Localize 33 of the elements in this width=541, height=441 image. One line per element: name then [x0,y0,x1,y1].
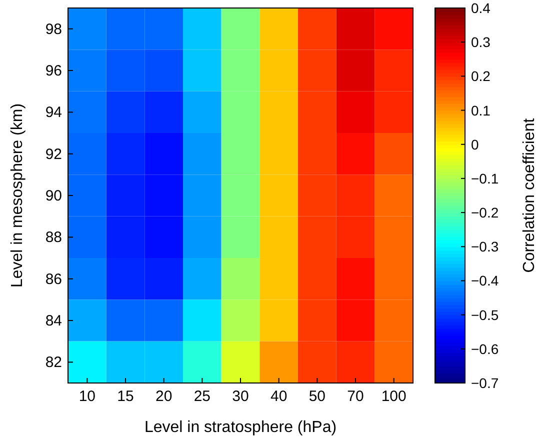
x-tick-label: 20 [155,388,172,405]
color-bar-label: 0.3 [471,34,491,50]
x-axis-title: Level in stratosphere (hPa) [144,419,337,436]
x-tick-label: 70 [347,388,364,405]
x-tick-label: 40 [270,388,288,405]
y-tick-label: 88 [45,229,62,246]
x-tick-label: 10 [78,388,96,405]
color-bar-label: −0.4 [471,272,499,289]
y-tick-label: 86 [45,270,62,288]
color-bar-label: −0.6 [471,340,499,357]
y-tick-label: 92 [45,146,62,163]
y-tick-label: 94 [45,104,62,122]
color-bar-label: 0.1 [471,102,491,118]
y-tick-label: 84 [45,312,62,330]
x-tick-label: 15 [117,388,134,405]
y-tick-label: 82 [45,354,62,372]
y-tick-label: 90 [45,188,62,204]
color-bar-label: 0.4 [471,0,491,16]
color-bar-label: −0.7 [471,375,499,391]
color-bar-label: −0.3 [471,238,499,255]
y-tick-label: 98 [45,20,62,38]
x-tick-label: 50 [308,388,326,405]
y-tick-label: 96 [45,62,62,80]
x-tick-label: 30 [232,388,249,405]
x-tick-label: 100 [381,388,406,405]
color-bar-label: 0.2 [471,68,491,84]
color-bar-label: −0.1 [471,170,499,186]
x-tick-label: 25 [194,388,211,405]
color-bar-label: 0 [471,136,479,152]
y-axis-title: Level in mesosphere (km) [9,103,26,288]
color-bar-label: −0.2 [471,204,499,221]
color-bar-title: Correlation coefficient [521,118,538,273]
color-bar-label: −0.5 [471,306,499,323]
